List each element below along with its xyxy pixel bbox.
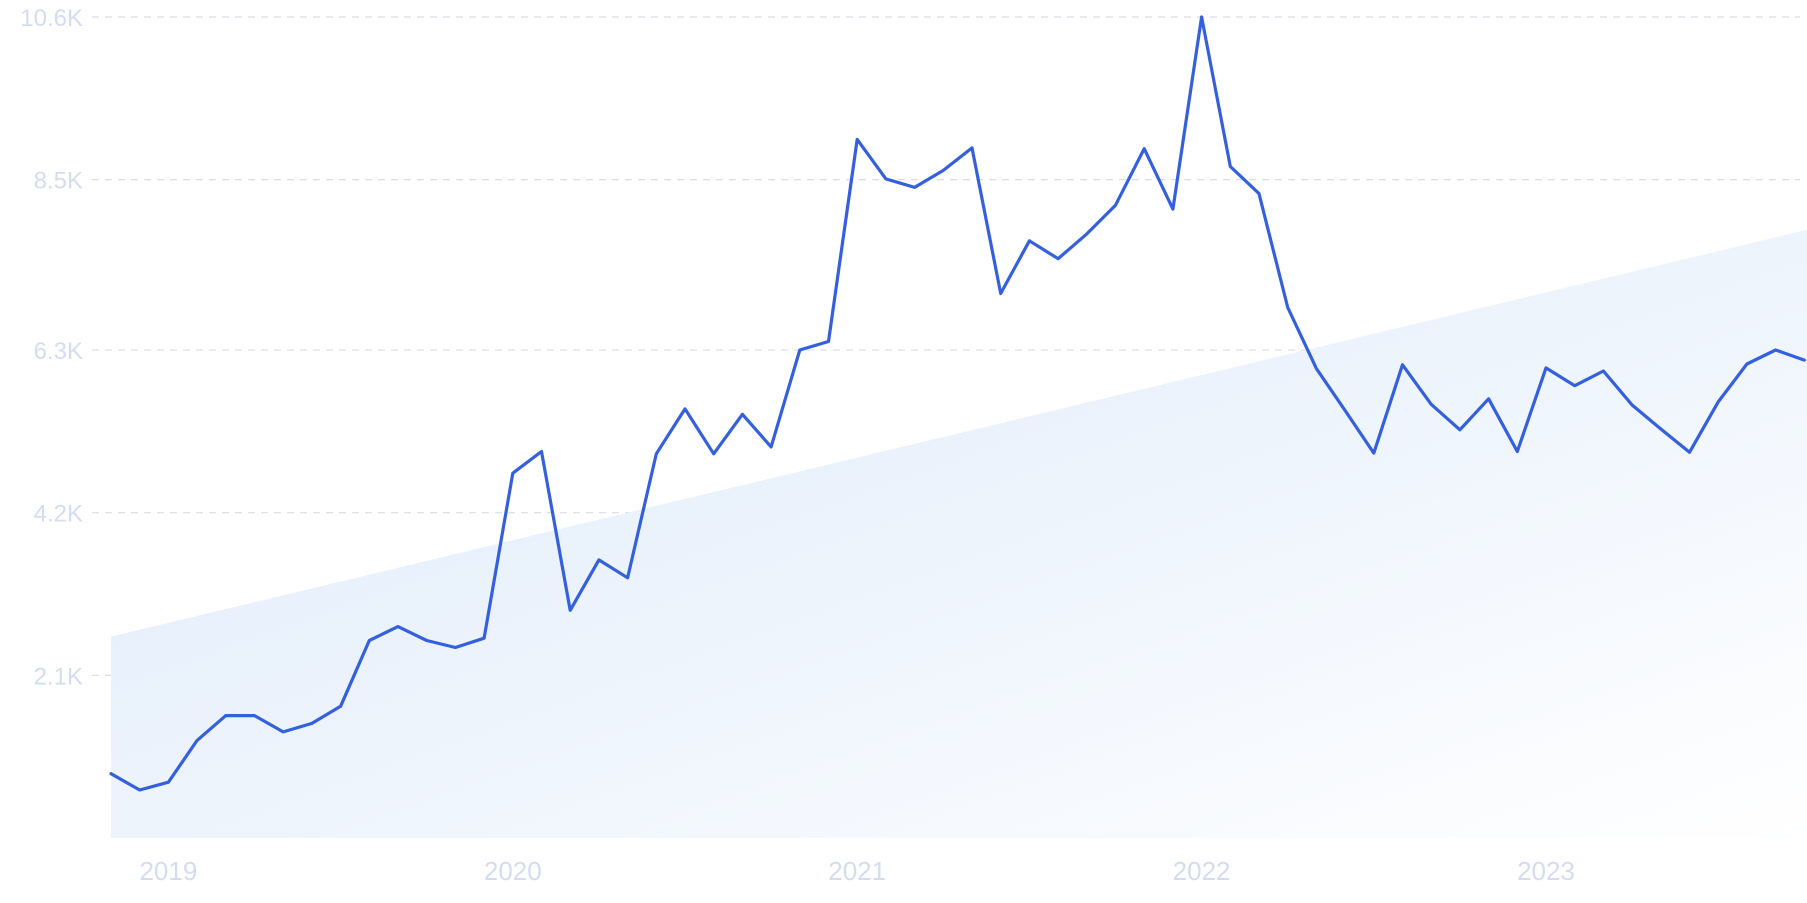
y-tick-label: 8.5K <box>34 168 83 195</box>
x-tick-label: 2019 <box>139 856 197 886</box>
trend-area-shape <box>111 229 1807 838</box>
y-tick-label: 4.2K <box>34 501 83 528</box>
y-tick-label: 10.6K <box>20 5 83 32</box>
y-tick-label: 2.1K <box>34 663 83 690</box>
x-tick-label: 2020 <box>484 856 542 886</box>
trend-area <box>111 229 1807 838</box>
x-tick-label: 2023 <box>1517 856 1575 886</box>
x-tick-label: 2021 <box>828 856 886 886</box>
series-line-group <box>109 15 1806 792</box>
x-axis-ticks: 2019 2020 2021 2022 2023 <box>139 856 1574 886</box>
y-tick-label: 6.3K <box>34 338 83 365</box>
y-axis-ticks: 2.1K 4.2K 6.3K 8.5K 10.6K <box>20 5 83 690</box>
series-line <box>109 15 1806 792</box>
x-tick-label: 2022 <box>1173 856 1231 886</box>
